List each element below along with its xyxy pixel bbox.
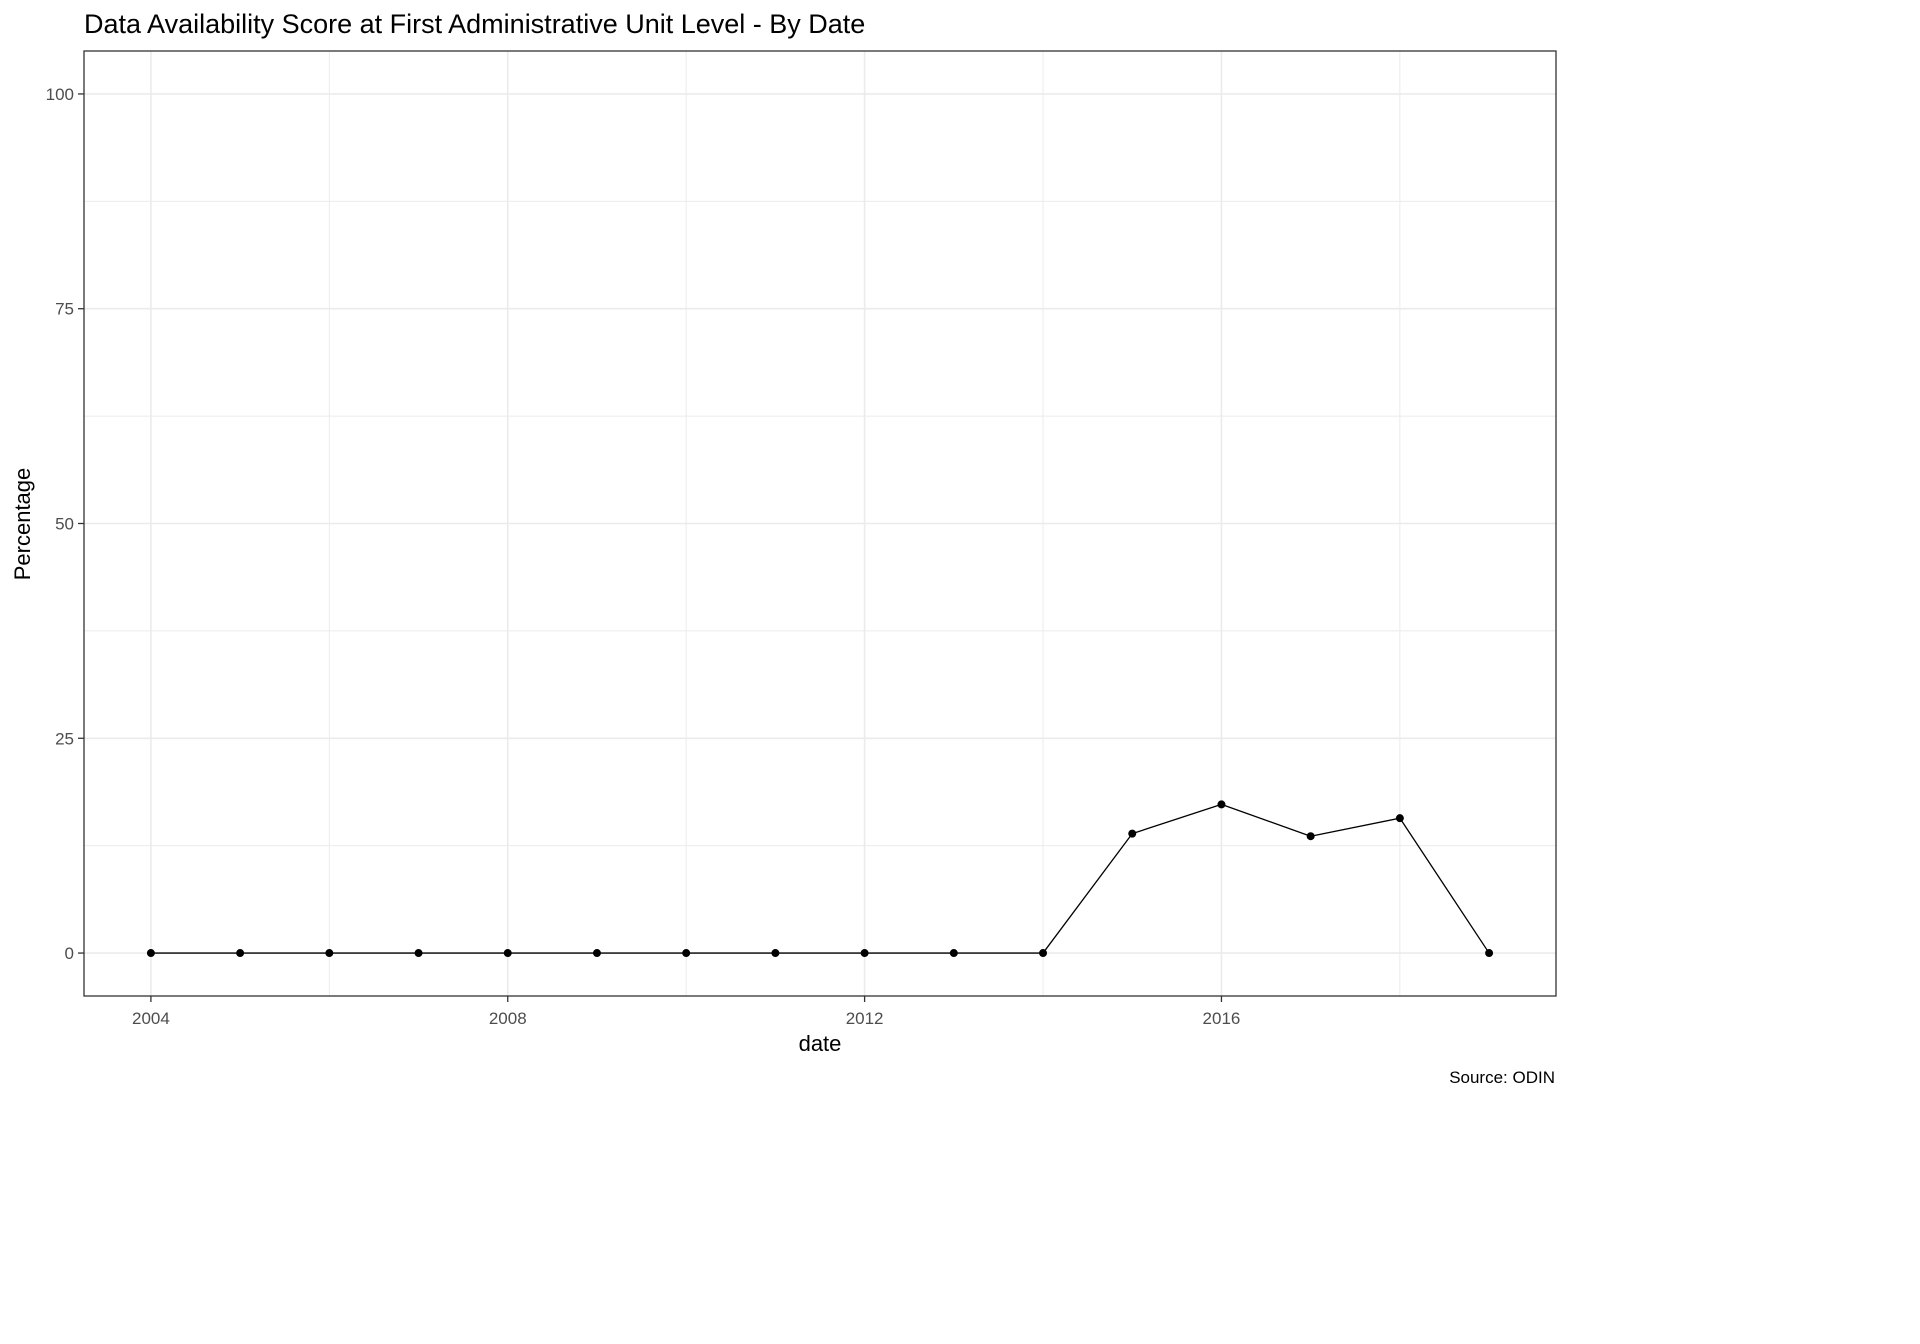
y-tick-label: 50 [55, 515, 74, 534]
data-point [325, 949, 334, 958]
y-tick-label: 75 [55, 300, 74, 319]
series-line-group [150, 803, 1490, 954]
major-gridlines [84, 51, 1556, 996]
data-point [1039, 949, 1048, 958]
y-tick-label: 25 [55, 729, 74, 748]
data-point [1485, 949, 1494, 958]
chart-title: Data Availability Score at First Adminis… [84, 9, 865, 39]
x-axis-ticks: 2004 2008 2012 2016 [132, 996, 1240, 1028]
series-points-group [146, 800, 1494, 958]
source-caption: Source: ODIN [1449, 1068, 1555, 1087]
y-tick-label: 100 [46, 85, 74, 104]
x-tick-label: 2016 [1203, 1009, 1241, 1028]
x-tick-label: 2008 [489, 1009, 527, 1028]
y-tick-label: 0 [65, 944, 74, 963]
data-point [503, 949, 512, 958]
data-point [1395, 814, 1404, 823]
x-tick-label: 2004 [132, 1009, 170, 1028]
data-point [771, 949, 780, 958]
data-point [414, 949, 423, 958]
data-point [949, 949, 958, 958]
y-axis-ticks: 0 25 50 75 100 [46, 85, 84, 963]
data-point [592, 949, 601, 958]
data-point [682, 949, 691, 958]
data-point [860, 949, 869, 958]
line-chart: 0 25 50 75 100 2004 2008 2012 2016 Data Availab… [10, 9, 1557, 1087]
data-point [236, 949, 245, 958]
data-point [146, 949, 155, 958]
x-tick-label: 2012 [846, 1009, 884, 1028]
x-axis-label: date [799, 1031, 842, 1056]
chart-container: 0 25 50 75 100 2004 2008 2012 2016 Data Availab… [10, 9, 1557, 1087]
y-axis-label: Percentage [10, 468, 35, 581]
data-point [1306, 832, 1315, 841]
data-point [1217, 800, 1226, 809]
series-line [150, 803, 1490, 954]
data-point [1128, 829, 1137, 838]
